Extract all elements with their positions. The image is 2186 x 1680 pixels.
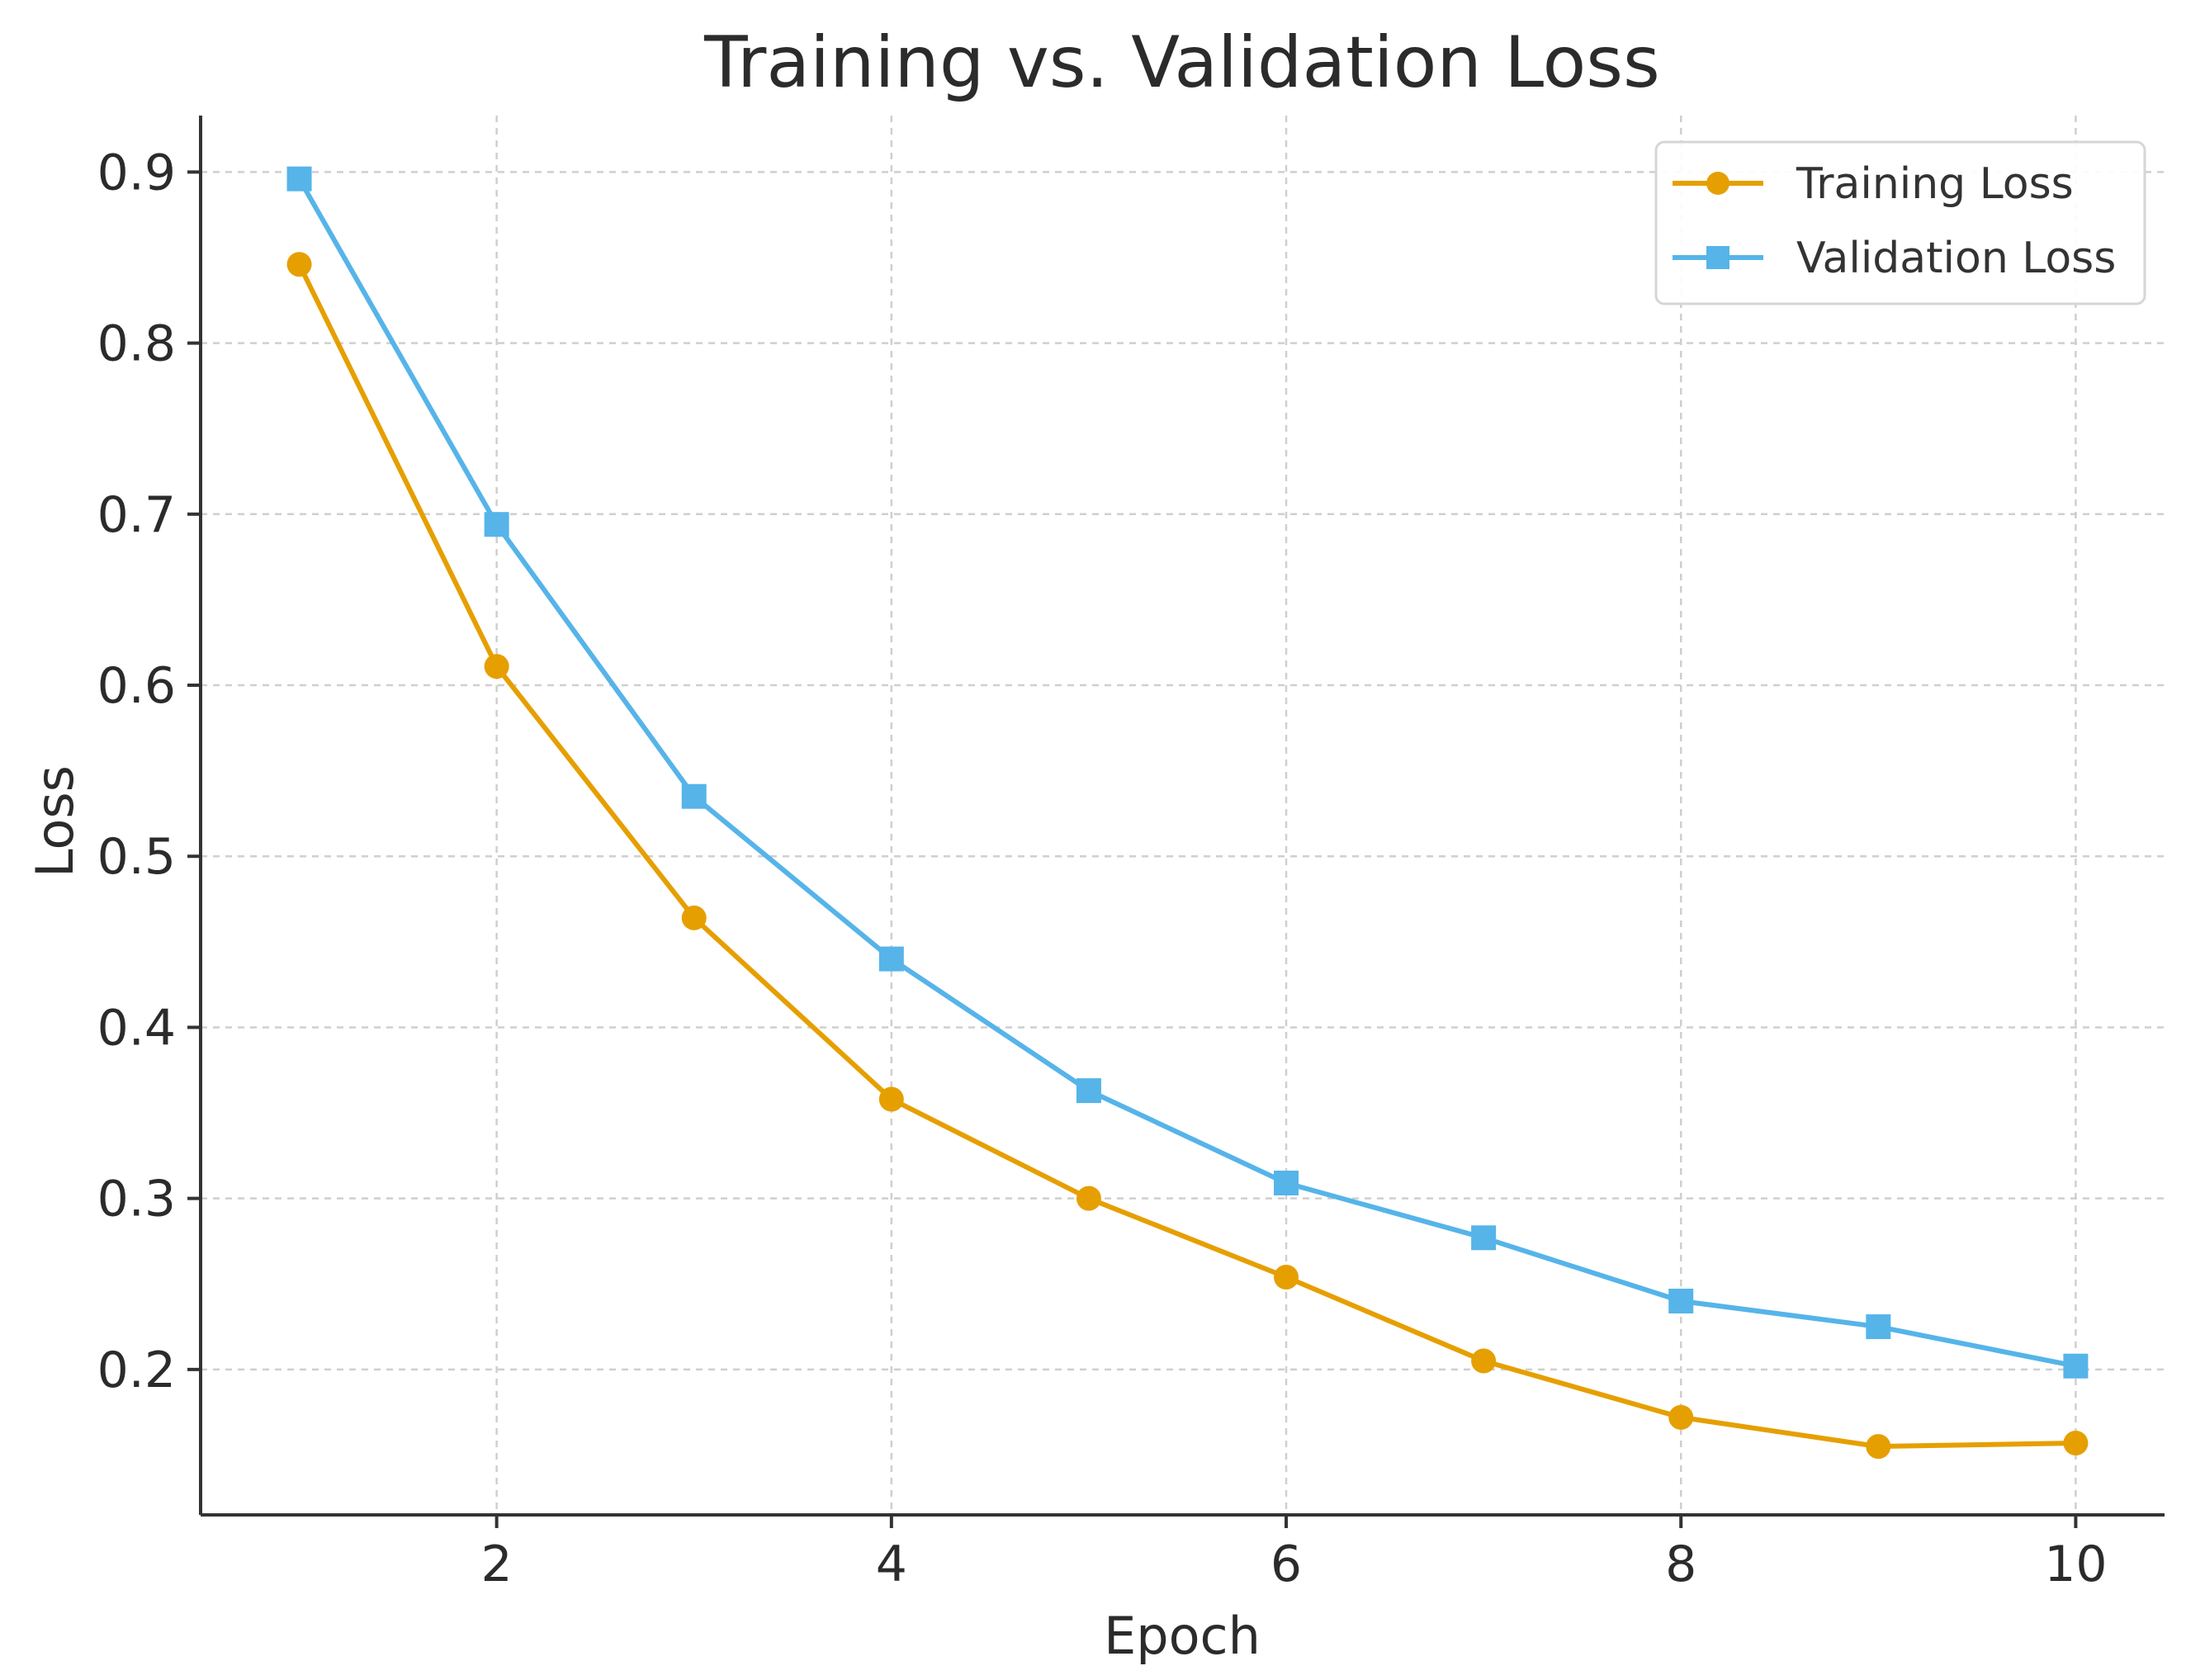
x-tick-label: 8 — [1665, 1536, 1696, 1593]
y-tick-label: 0.3 — [97, 1171, 176, 1228]
validation-loss-point — [1471, 1225, 1497, 1251]
y-tick-label: 0.6 — [97, 657, 176, 715]
validation-loss-point — [1076, 1078, 1101, 1104]
training-loss-point — [484, 654, 509, 679]
validation-loss-point — [1866, 1314, 1891, 1340]
training-loss-point — [2063, 1430, 2089, 1455]
validation-loss-point — [878, 946, 904, 972]
y-tick-label: 0.4 — [97, 999, 176, 1057]
training-loss-point — [1471, 1348, 1497, 1374]
training-loss-point — [286, 252, 312, 277]
validation-loss-point — [2063, 1353, 2089, 1379]
y-tick-label: 0.5 — [97, 828, 176, 886]
training-loss-point — [681, 905, 707, 930]
chart-title: Training vs. Validation Loss — [703, 21, 1660, 104]
legend-label: Validation Loss — [1796, 234, 2116, 283]
y-axis-label: Loss — [25, 765, 85, 878]
validation-loss-point — [1274, 1171, 1299, 1196]
training-loss-series — [286, 252, 2089, 1460]
training-loss-point — [1076, 1185, 1101, 1211]
x-tick-label: 4 — [876, 1536, 907, 1593]
x-axis-label: Epoch — [1104, 1606, 1261, 1666]
validation-loss-point — [286, 166, 312, 192]
training-loss-point — [1668, 1404, 1694, 1430]
x-tick-label: 6 — [1270, 1536, 1302, 1593]
x-tick-label: 10 — [2044, 1536, 2107, 1593]
ticks: 2 4 6 8 10 0.2 0.3 0.4 0.5 0.6 0.7 0.8 0.9 — [97, 144, 2108, 1593]
training-loss-point — [1274, 1264, 1299, 1290]
training-loss-point — [878, 1086, 904, 1112]
validation-loss-point — [484, 512, 509, 537]
legend-box — [1654, 140, 2146, 305]
legend-entry-validation-loss: Validation Loss — [1673, 234, 2116, 283]
y-tick-label: 0.2 — [97, 1342, 176, 1399]
y-tick-label: 0.9 — [97, 144, 176, 201]
y-tick-label: 0.8 — [97, 315, 176, 373]
legend-entry-training-loss: Training Loss — [1673, 159, 2074, 209]
axes — [199, 116, 2165, 1517]
legend-label: Training Loss — [1796, 159, 2074, 209]
validation-loss-series — [286, 166, 2089, 1379]
legend: Training Loss Validation Loss — [1654, 140, 2146, 305]
legend-marker — [1706, 246, 1729, 269]
training-loss-point — [1866, 1434, 1891, 1460]
validation-loss-line — [296, 176, 2079, 1369]
y-tick-label: 0.7 — [97, 486, 176, 544]
validation-loss-point — [1668, 1288, 1694, 1313]
validation-loss-point — [681, 783, 707, 809]
x-tick-label: 2 — [481, 1536, 513, 1593]
training-loss-line — [296, 262, 2079, 1450]
gridlines — [201, 116, 2165, 1515]
legend-marker — [1706, 172, 1729, 195]
series-layer — [286, 166, 2089, 1460]
